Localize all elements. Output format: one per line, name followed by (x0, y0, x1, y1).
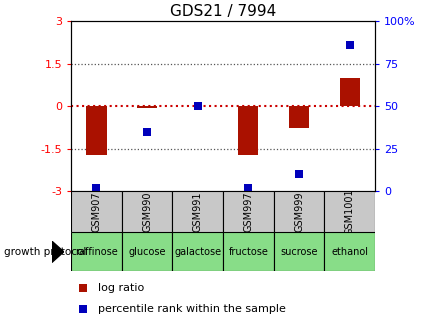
FancyBboxPatch shape (172, 191, 223, 232)
FancyBboxPatch shape (71, 232, 121, 271)
FancyBboxPatch shape (172, 232, 223, 271)
Text: GSM999: GSM999 (293, 192, 303, 232)
Title: GDS21 / 7994: GDS21 / 7994 (169, 4, 276, 19)
Text: raffinose: raffinose (75, 247, 117, 257)
Text: GSM990: GSM990 (142, 192, 152, 232)
Point (194, 104, 201, 109)
Text: sucrose: sucrose (280, 247, 317, 257)
FancyBboxPatch shape (223, 191, 273, 232)
FancyBboxPatch shape (71, 191, 121, 232)
Point (80, 307, 86, 312)
FancyBboxPatch shape (121, 232, 172, 271)
Text: percentile rank within the sample: percentile rank within the sample (98, 304, 286, 315)
Point (295, 172, 302, 177)
Point (80, 285, 86, 291)
FancyBboxPatch shape (323, 191, 374, 232)
Text: glucose: glucose (128, 247, 166, 257)
FancyBboxPatch shape (121, 191, 172, 232)
Text: GSM907: GSM907 (91, 191, 101, 232)
Polygon shape (52, 241, 64, 263)
FancyBboxPatch shape (273, 191, 323, 232)
Text: GSM991: GSM991 (192, 192, 202, 232)
Point (244, 185, 251, 191)
Bar (288, 106, 308, 128)
Bar (86, 106, 106, 155)
Text: fructose: fructose (228, 247, 268, 257)
Point (143, 129, 150, 134)
Bar (137, 106, 157, 108)
Text: log ratio: log ratio (98, 283, 144, 293)
FancyBboxPatch shape (323, 232, 374, 271)
Text: galactose: galactose (174, 247, 221, 257)
Bar (238, 106, 258, 155)
FancyBboxPatch shape (273, 232, 323, 271)
Text: GSM997: GSM997 (243, 191, 253, 232)
Text: growth protocol: growth protocol (4, 247, 86, 257)
Point (345, 43, 352, 48)
Text: ethanol: ethanol (330, 247, 367, 257)
Bar (339, 78, 359, 106)
Point (93, 185, 100, 191)
FancyBboxPatch shape (223, 232, 273, 271)
Text: GSM1001: GSM1001 (344, 188, 354, 235)
